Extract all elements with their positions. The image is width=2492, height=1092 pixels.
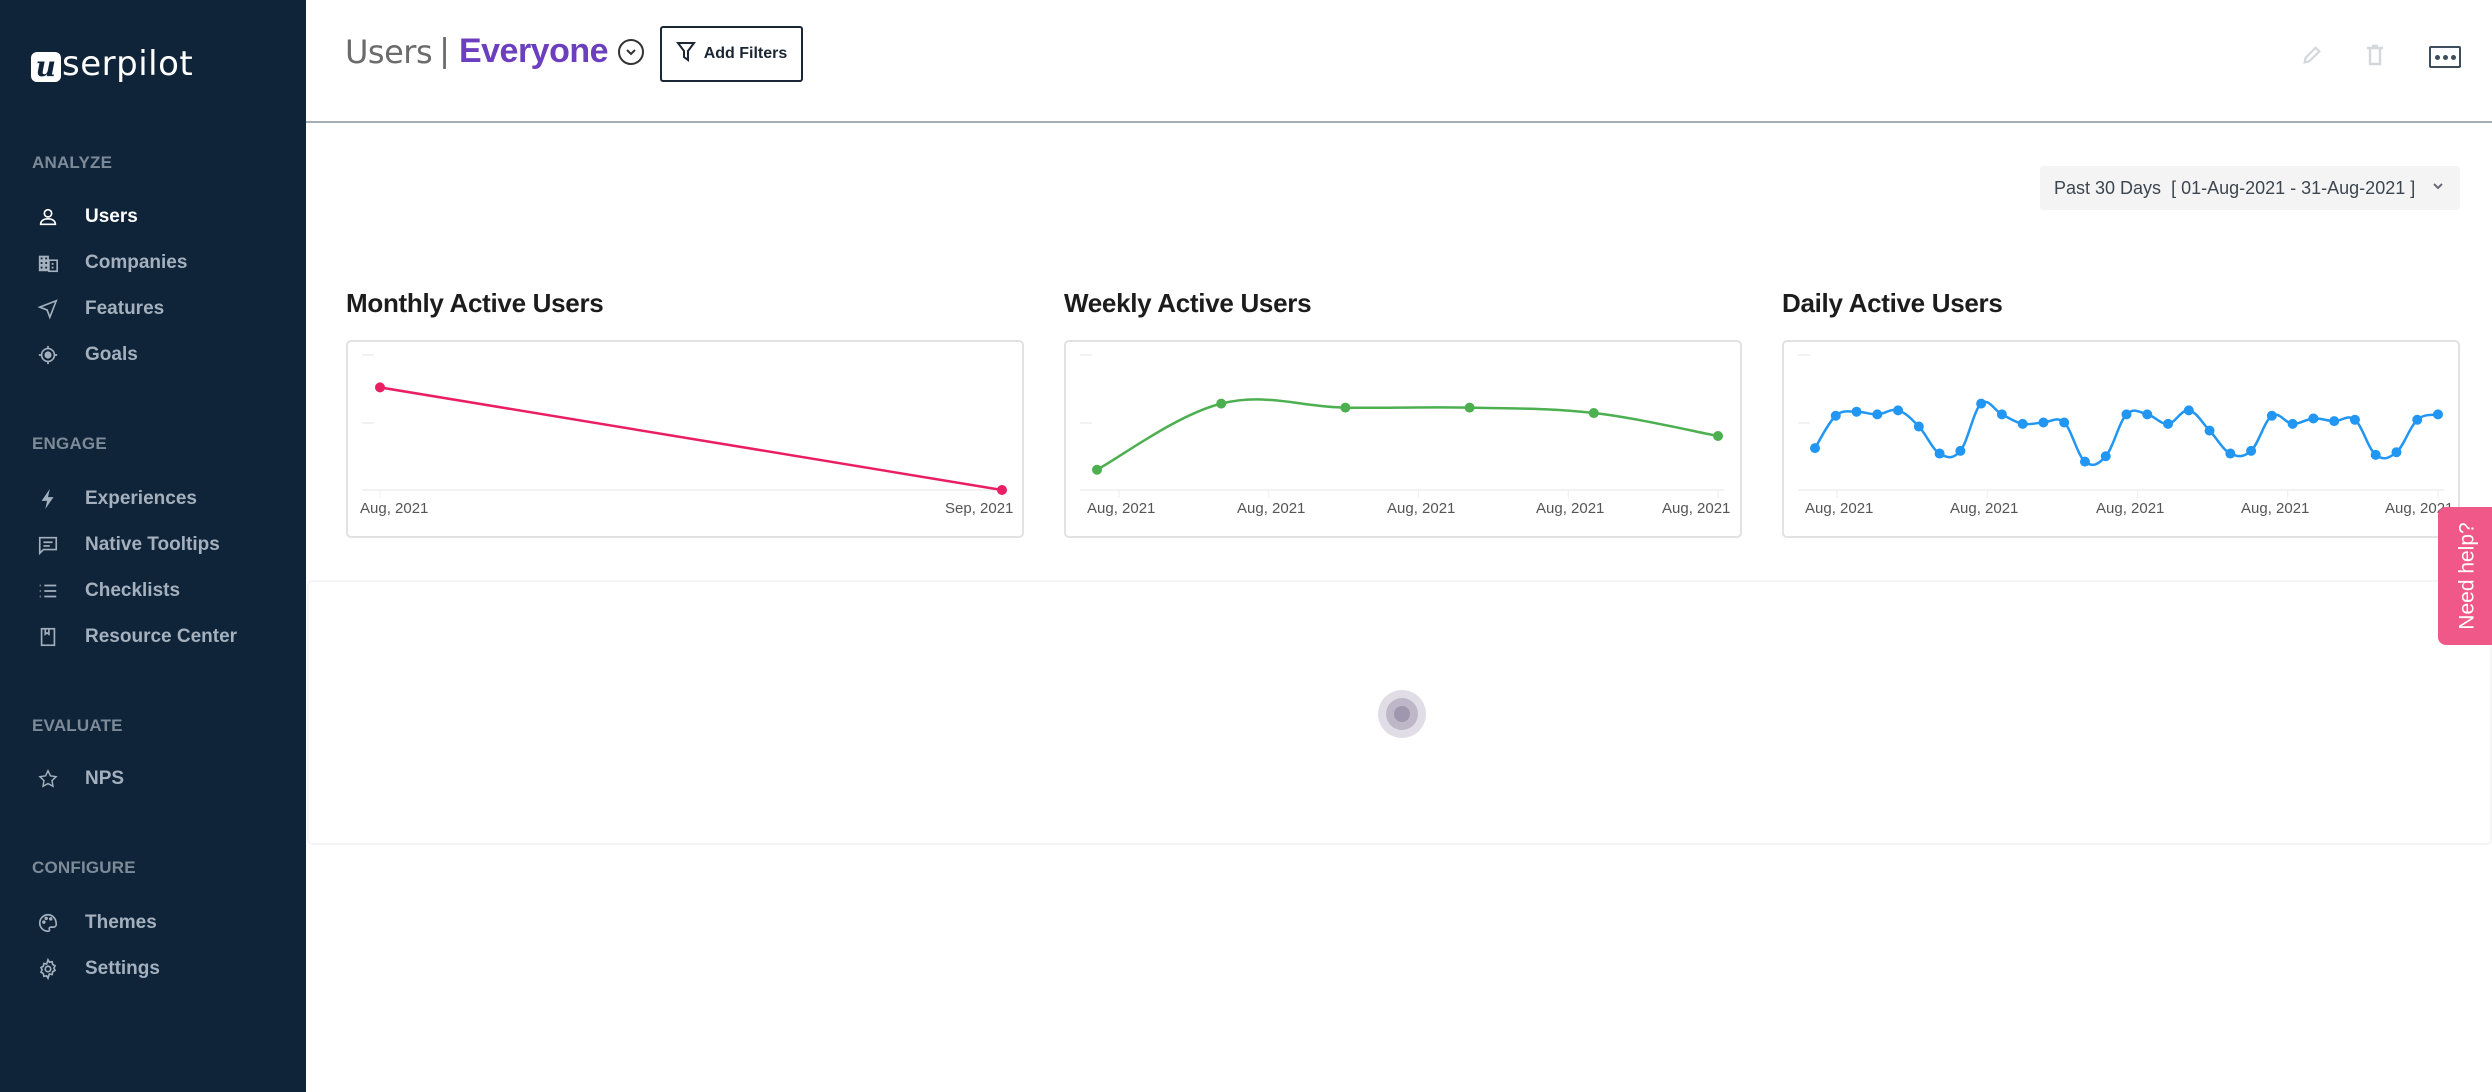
chevron-down-icon bbox=[2430, 178, 2446, 199]
more-options-button[interactable] bbox=[2429, 46, 2461, 68]
trash-icon[interactable] bbox=[2360, 40, 2390, 70]
sidebar-item-goals[interactable]: Goals bbox=[0, 335, 306, 375]
x-tick-label: Aug, 2021 bbox=[1087, 500, 1156, 517]
add-filters-label: Add Filters bbox=[703, 45, 788, 62]
sidebar-item-label: NPS bbox=[85, 768, 125, 789]
sidebar-item-label: Features bbox=[85, 298, 165, 319]
edit-icon[interactable] bbox=[2297, 40, 2327, 70]
sidebar-item-label: Experiences bbox=[85, 488, 197, 509]
sidebar-item-themes[interactable]: Themes bbox=[0, 903, 306, 943]
filter-icon bbox=[675, 41, 696, 68]
segment-selector[interactable]: Everyone bbox=[458, 32, 609, 70]
userpilot-logo[interactable]: u serpilot bbox=[31, 44, 193, 84]
mau-chart: Aug, 2021 Sep, 2021 bbox=[346, 340, 1024, 538]
need-help-label: Need help? bbox=[2456, 522, 2480, 630]
logo-text: serpilot bbox=[62, 44, 194, 84]
logo-badge: u bbox=[31, 52, 61, 82]
loading-spinner bbox=[1378, 690, 1426, 738]
user-icon bbox=[36, 205, 60, 229]
sidebar-item-label: Native Tooltips bbox=[85, 534, 220, 555]
add-filters-button[interactable]: Add Filters bbox=[660, 26, 803, 82]
chart-title: Daily Active Users bbox=[1782, 288, 2003, 318]
nav-heading-configure: CONFIGURE bbox=[32, 858, 136, 877]
sidebar-item-nps[interactable]: NPS bbox=[0, 759, 306, 799]
star-icon bbox=[36, 767, 60, 791]
lightning-icon bbox=[36, 487, 60, 511]
x-tick-label: Aug, 2021 bbox=[1387, 500, 1456, 517]
x-tick-label: Aug, 2021 bbox=[1536, 500, 1605, 517]
sidebar: u serpilot ANALYZE Users Companies Featu… bbox=[0, 0, 306, 1092]
title-users: Users bbox=[345, 32, 433, 71]
date-range-dates: [ 01-Aug-2021 - 31-Aug-2021 ] bbox=[2171, 177, 2416, 198]
sidebar-item-label: Settings bbox=[85, 958, 160, 979]
sidebar-item-label: Goals bbox=[85, 344, 138, 365]
message-icon bbox=[36, 533, 60, 557]
x-tick-label: Aug, 2021 bbox=[360, 500, 429, 517]
gear-icon bbox=[36, 957, 60, 981]
title-separator: | bbox=[440, 32, 449, 70]
nav-heading-evaluate: EVALUATE bbox=[32, 716, 123, 735]
bookmark-icon bbox=[36, 625, 60, 649]
x-tick-label: Aug, 2021 bbox=[1950, 500, 2019, 517]
x-tick-label: Aug, 2021 bbox=[1237, 500, 1306, 517]
sidebar-item-users[interactable]: Users bbox=[0, 197, 306, 237]
wau-chart-plot bbox=[1080, 354, 1724, 498]
page-title: Users | Everyone bbox=[345, 32, 645, 71]
mau-chart-plot bbox=[362, 354, 1008, 498]
nav-heading-analyze: ANALYZE bbox=[32, 153, 113, 172]
dau-chart: Aug, 2021 Aug, 2021 Aug, 2021 Aug, 2021 … bbox=[1782, 340, 2460, 538]
dau-chart-block: Daily Active Users Aug, 2021 Aug, 2021 A… bbox=[1782, 288, 2460, 538]
date-range-selector[interactable]: Past 30 Days [ 01-Aug-2021 - 31-Aug-2021… bbox=[2040, 166, 2460, 210]
need-help-tab[interactable]: Need help? bbox=[2438, 507, 2492, 645]
sidebar-item-settings[interactable]: Settings bbox=[0, 949, 306, 989]
more-dot bbox=[2442, 54, 2448, 60]
date-range-period: Past 30 Days bbox=[2054, 177, 2162, 198]
spinner-ring bbox=[1386, 698, 1418, 730]
x-tick-label: Aug, 2021 bbox=[1662, 500, 1731, 517]
wau-chart-block: Weekly Active Users Aug, 2021 Aug, 2021 … bbox=[1064, 288, 1742, 538]
x-tick-label: Aug, 2021 bbox=[2385, 500, 2454, 517]
wau-chart: Aug, 2021 Aug, 2021 Aug, 2021 Aug, 2021 … bbox=[1064, 340, 1742, 538]
sidebar-item-native-tooltips[interactable]: Native Tooltips bbox=[0, 525, 306, 565]
x-tick-label: Sep, 2021 bbox=[945, 500, 1014, 517]
sidebar-item-label: Themes bbox=[85, 912, 157, 933]
x-tick-label: Aug, 2021 bbox=[2096, 500, 2165, 517]
sidebar-item-label: Checklists bbox=[85, 580, 181, 601]
page-header: Users | Everyone Add Filters bbox=[306, 0, 2492, 123]
list-icon bbox=[36, 579, 60, 603]
chart-title: Monthly Active Users bbox=[346, 288, 604, 318]
chevron-down-icon[interactable] bbox=[618, 38, 645, 65]
send-icon bbox=[36, 297, 60, 321]
x-tick-label: Aug, 2021 bbox=[1805, 500, 1874, 517]
more-dot bbox=[2450, 54, 2456, 60]
palette-icon bbox=[36, 911, 60, 935]
sidebar-item-checklists[interactable]: Checklists bbox=[0, 571, 306, 611]
nav-heading-engage: ENGAGE bbox=[32, 434, 107, 453]
sidebar-item-label: Users bbox=[85, 206, 138, 227]
sidebar-item-experiences[interactable]: Experiences bbox=[0, 479, 306, 519]
sidebar-item-resource-center[interactable]: Resource Center bbox=[0, 617, 306, 657]
x-tick-label: Aug, 2021 bbox=[2241, 500, 2310, 517]
spinner-core bbox=[1394, 706, 1410, 722]
sidebar-item-label: Resource Center bbox=[85, 626, 238, 647]
target-icon bbox=[36, 343, 60, 367]
more-dot bbox=[2434, 54, 2440, 60]
sidebar-item-companies[interactable]: Companies bbox=[0, 243, 306, 283]
building-icon bbox=[36, 251, 60, 275]
chart-title: Weekly Active Users bbox=[1064, 288, 1312, 318]
sidebar-item-features[interactable]: Features bbox=[0, 289, 306, 329]
dau-chart-plot bbox=[1798, 354, 2444, 498]
sidebar-item-label: Companies bbox=[85, 252, 188, 273]
mau-chart-block: Monthly Active Users Aug, 2021 Sep, 2021 bbox=[346, 288, 1024, 538]
